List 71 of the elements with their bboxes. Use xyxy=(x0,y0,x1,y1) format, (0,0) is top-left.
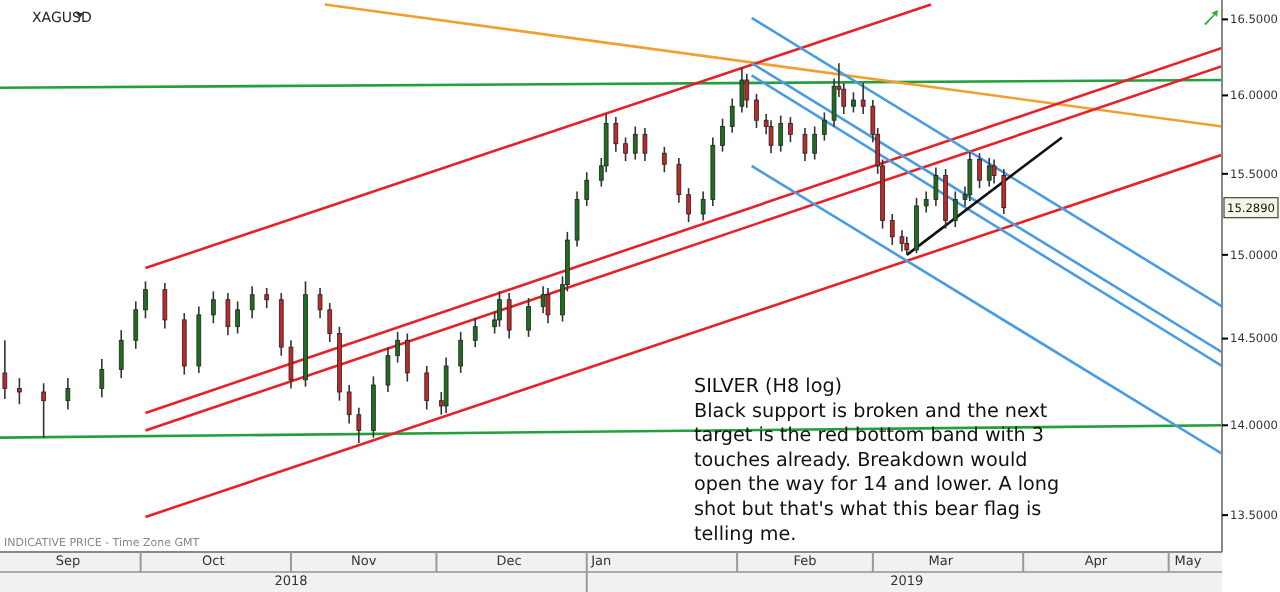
candlestick xyxy=(346,384,352,425)
candlestick xyxy=(860,82,866,115)
candlestick xyxy=(802,127,808,162)
candlestick xyxy=(118,329,124,379)
candlestick xyxy=(744,73,750,109)
candlestick xyxy=(404,332,410,383)
candlestick xyxy=(768,119,774,155)
candlestick xyxy=(211,290,216,325)
candlestick xyxy=(424,365,430,411)
candlestick xyxy=(2,339,8,400)
candlestick xyxy=(967,150,973,202)
candlestick xyxy=(899,229,905,253)
candlestick xyxy=(17,377,22,405)
candlestick xyxy=(991,158,997,185)
candlestick xyxy=(278,292,284,357)
candlestick xyxy=(574,190,580,248)
candlestick xyxy=(143,280,148,320)
candlestick xyxy=(288,339,294,390)
candlestick xyxy=(41,382,46,439)
candlestick xyxy=(385,346,391,393)
candlestick xyxy=(943,168,948,230)
candlestick xyxy=(914,197,919,254)
candlestick xyxy=(458,330,464,374)
candlestick xyxy=(686,187,691,223)
candlestick xyxy=(986,157,992,188)
candlestick xyxy=(1001,168,1007,215)
candlestick xyxy=(249,285,255,320)
candlestick xyxy=(889,213,895,246)
candlestick xyxy=(977,152,982,190)
candlestick xyxy=(812,125,818,161)
annotation: Black support is broken and the next target is the red bottom band with 3 touches already. Breakdown would open the way for 14 and lower. A long shot but that's what this bear flag is telling me. xyxy=(694,400,1060,546)
candlestick xyxy=(623,136,628,162)
candlestick xyxy=(545,287,551,325)
candlestick xyxy=(264,287,270,309)
candlestick xyxy=(443,356,449,414)
candlestick xyxy=(923,190,929,214)
candlestick xyxy=(851,91,856,114)
candlestick xyxy=(327,302,333,343)
candlestick xyxy=(225,292,231,336)
candlestick xyxy=(584,171,590,207)
candlestick xyxy=(613,116,619,153)
candlestick xyxy=(317,287,323,320)
candlestick xyxy=(729,97,735,134)
candlestick xyxy=(395,330,400,364)
candlestick xyxy=(778,114,784,153)
candlestick xyxy=(700,190,706,222)
candlestick xyxy=(952,190,958,228)
candlestick xyxy=(739,66,745,114)
candlestick xyxy=(235,300,240,335)
candlestick xyxy=(526,297,531,338)
candlestick xyxy=(754,93,759,129)
candlestick xyxy=(822,111,827,142)
candlestick xyxy=(720,117,725,153)
candlestick xyxy=(356,406,362,444)
candlestick xyxy=(506,292,512,340)
candlestick xyxy=(65,377,71,411)
candlestick xyxy=(933,166,939,207)
candlestick xyxy=(162,282,168,330)
candlestick xyxy=(371,375,376,439)
candlestick xyxy=(497,290,502,328)
candlestick xyxy=(133,300,139,350)
annotation: SILVER (H8 log) xyxy=(694,376,843,398)
candlestick xyxy=(676,157,682,204)
candlestick xyxy=(904,235,910,256)
candlestick xyxy=(181,312,187,376)
candlestick xyxy=(642,127,648,162)
candlestick xyxy=(632,125,638,161)
candlestick xyxy=(472,317,478,348)
candlestick xyxy=(788,116,793,143)
candlestick xyxy=(99,358,105,399)
candlestick xyxy=(662,146,667,174)
